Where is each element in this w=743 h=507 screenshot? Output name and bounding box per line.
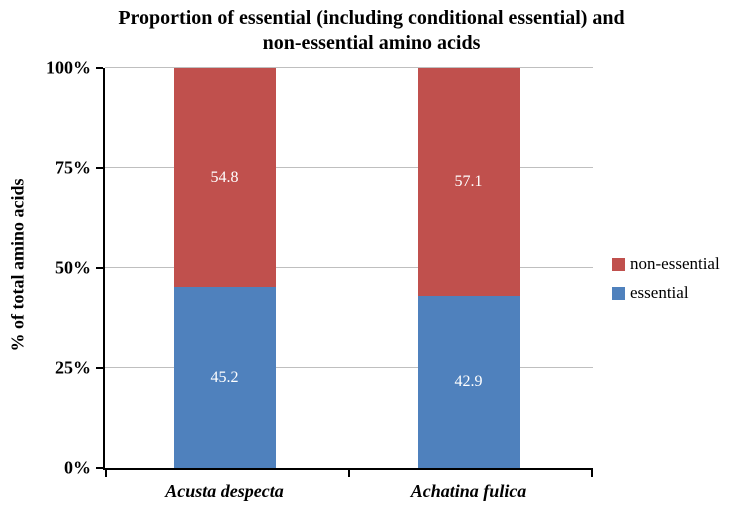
y-axis-tick-50 [96, 267, 103, 269]
legend-item-essential: essential [612, 283, 720, 303]
x-axis-tick-2 [591, 470, 593, 477]
legend-swatch-non-essential [612, 257, 625, 271]
legend: non-essential essential [612, 254, 720, 303]
bar-achatina-fulica: 42.9 57.1 [417, 68, 520, 468]
y-axis-tick-0 [96, 467, 103, 469]
data-label-essential: 42.9 [454, 373, 483, 391]
segment-essential: 45.2 [173, 287, 276, 468]
gridline-50 [105, 267, 593, 268]
gridline-75 [105, 167, 593, 168]
y-tick-label-75: 75% [55, 157, 91, 178]
y-tick-label-25: 25% [55, 357, 91, 378]
plot-area: 0% 25% 50% 75% 100% 45.2 54.8 Acusta despecta 42… [46, 58, 593, 501]
y-tick-label-100: 100% [46, 57, 91, 78]
data-label-essential: 45.2 [210, 368, 239, 386]
chart-title-line-1: Proportion of essential (including condi… [118, 7, 625, 29]
chart-title: Proportion of essential (including condi… [0, 6, 743, 56]
chart-title-line-2: non-essential amino acids [262, 32, 481, 54]
y-axis-tick-25 [96, 367, 103, 369]
segment-non-essential: 54.8 [173, 68, 276, 288]
legend-swatch-essential [612, 286, 625, 300]
legend-item-non-essential: non-essential [612, 254, 720, 274]
x-axis-tick-0 [105, 470, 107, 477]
legend-label-non-essential: non-essential [630, 254, 720, 273]
y-axis-tick-75 [96, 167, 103, 169]
data-label-non-essential: 57.1 [454, 173, 483, 191]
y-axis-tick-100 [96, 67, 103, 69]
gridline-25 [105, 367, 593, 368]
x-category-label-0: Acusta despecta [165, 481, 284, 501]
legend-label-essential: essential [630, 283, 689, 302]
x-category-label-1: Achatina fulica [410, 481, 527, 501]
segment-non-essential: 57.1 [417, 68, 520, 297]
data-label-non-essential: 54.8 [210, 168, 239, 186]
y-tick-label-0: 0% [64, 457, 91, 478]
segment-essential: 42.9 [417, 296, 520, 468]
gridline-100 [105, 67, 593, 68]
y-axis-title: % of total amino acids [7, 178, 28, 352]
y-tick-label-50: 50% [55, 257, 91, 278]
x-axis-tick-1 [348, 470, 350, 477]
bar-acusta-despecta: 45.2 54.8 [173, 68, 276, 468]
